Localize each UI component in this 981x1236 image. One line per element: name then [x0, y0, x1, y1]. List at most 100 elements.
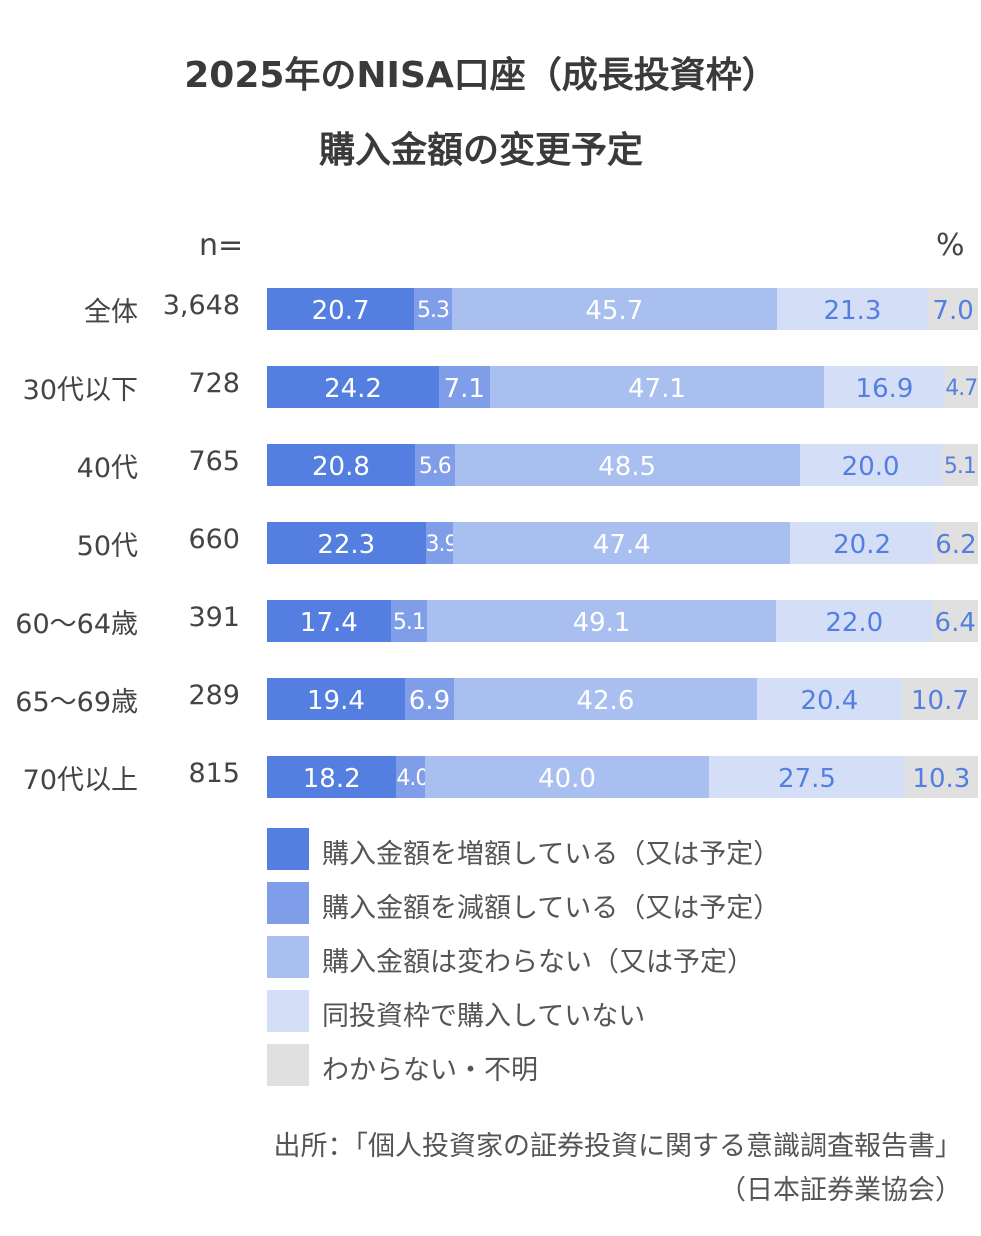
bar-segment [267, 288, 415, 330]
bar-segment [426, 600, 777, 642]
legend-label: わからない・不明 [322, 1055, 538, 1086]
data-label: 6.2 [935, 530, 977, 560]
data-label: 45.7 [585, 296, 644, 326]
chart-subtitle: 購入金額の変更予定 [318, 130, 643, 171]
data-label: 20.4 [800, 686, 859, 716]
data-label: 20.2 [833, 530, 892, 560]
data-label: 10.3 [912, 764, 971, 794]
bar-segment [776, 288, 929, 330]
data-label: 3.9 [425, 532, 459, 557]
bar-segment [790, 522, 934, 564]
bar-segment [396, 756, 425, 798]
category-label: 全体 [84, 297, 138, 328]
legend-swatch [267, 828, 309, 870]
data-label: 48.5 [598, 452, 657, 482]
bar-segment [439, 366, 490, 408]
bar-segment [928, 288, 978, 330]
bar-segment [424, 756, 710, 798]
unit-label: % [936, 228, 965, 263]
data-label: 19.4 [307, 686, 365, 716]
data-label: 7.0 [932, 296, 974, 326]
n-header: n= [199, 228, 244, 263]
data-label: 27.5 [778, 764, 836, 794]
bar-segment [404, 678, 454, 720]
data-label: 20.7 [311, 296, 370, 326]
data-label: 42.6 [576, 686, 635, 716]
legend-label: 購入金額は変わらない（又は予定） [322, 947, 754, 978]
data-label: 5.3 [417, 298, 450, 323]
data-label: 47.1 [628, 374, 686, 404]
category-label: 40代 [76, 453, 138, 484]
category-label: 60〜64歳 [15, 609, 138, 640]
data-label: 7.1 [443, 374, 485, 404]
data-label: 6.9 [408, 686, 451, 716]
data-label: 6.4 [934, 608, 976, 638]
data-label: 20.8 [311, 452, 370, 482]
bar-segment [933, 522, 978, 564]
bar-segment [414, 444, 455, 486]
legend-label: 購入金額を増額している（又は予定） [322, 839, 781, 870]
data-label: 40.0 [538, 764, 596, 794]
data-label: 5.6 [418, 454, 452, 479]
bar-segment [904, 756, 978, 798]
category-label: 70代以上 [22, 765, 138, 796]
n-value: 815 [188, 758, 240, 789]
bar-segment [451, 288, 777, 330]
data-label: 18.2 [302, 764, 361, 794]
data-label: 4.0 [396, 766, 429, 791]
bar-segment [267, 444, 415, 486]
data-label: 22.0 [825, 608, 884, 638]
bar-segment [756, 678, 902, 720]
bar-segment [489, 366, 825, 408]
bar-segment [453, 522, 791, 564]
bar-segment [267, 366, 440, 408]
source-line1: 出所：「個人投資家の証券投資に関する意識調査報告書」 [273, 1131, 963, 1162]
data-label: 5.1 [392, 610, 426, 635]
n-value: 728 [188, 368, 240, 399]
bar-segment [824, 366, 945, 408]
chart-title: 2025年のNISA口座（成長投資枠） [184, 55, 778, 96]
data-label: 47.4 [592, 530, 651, 560]
data-label: 49.1 [572, 608, 631, 638]
bar-segment [944, 366, 978, 408]
data-label: 20.0 [841, 452, 900, 482]
bar-segment [776, 600, 933, 642]
category-label: 65〜69歳 [15, 687, 138, 718]
source-line2: （日本証券業協会） [719, 1175, 962, 1206]
bar-segment [941, 444, 978, 486]
bar-segment [414, 288, 452, 330]
legend-label: 同投資枠で購入していない [322, 1001, 646, 1032]
bar-segment [425, 522, 454, 564]
legend-swatch [267, 936, 309, 978]
n-value: 660 [188, 524, 240, 555]
legend-label: 購入金額を減額している（又は予定） [322, 893, 781, 924]
bar-segment [453, 678, 757, 720]
data-label: 24.2 [324, 374, 382, 404]
legend-swatch [267, 990, 309, 1032]
n-value: 289 [188, 680, 240, 711]
bar-segment [901, 678, 978, 720]
bar-segment [267, 600, 391, 642]
bar-segment [267, 678, 405, 720]
data-label: 10.7 [911, 686, 969, 716]
bar-segment [932, 600, 978, 642]
bar-segment [709, 756, 905, 798]
bar-segment [267, 522, 426, 564]
data-label: 5.1 [943, 454, 977, 479]
n-value: 3,648 [162, 290, 240, 321]
data-label: 4.7 [945, 376, 978, 401]
bar-segment [267, 756, 397, 798]
data-label: 17.4 [299, 608, 358, 638]
category-label: 50代 [76, 531, 138, 562]
bar-segment [799, 444, 942, 486]
legend-swatch [267, 1044, 309, 1086]
data-label: 22.3 [317, 530, 376, 560]
data-label: 16.9 [855, 374, 914, 404]
data-label: 21.3 [823, 296, 882, 326]
n-value: 765 [188, 446, 240, 477]
bar-segment [390, 600, 427, 642]
category-label: 30代以下 [22, 375, 138, 406]
n-value: 391 [188, 602, 240, 633]
bar-segment [454, 444, 800, 486]
